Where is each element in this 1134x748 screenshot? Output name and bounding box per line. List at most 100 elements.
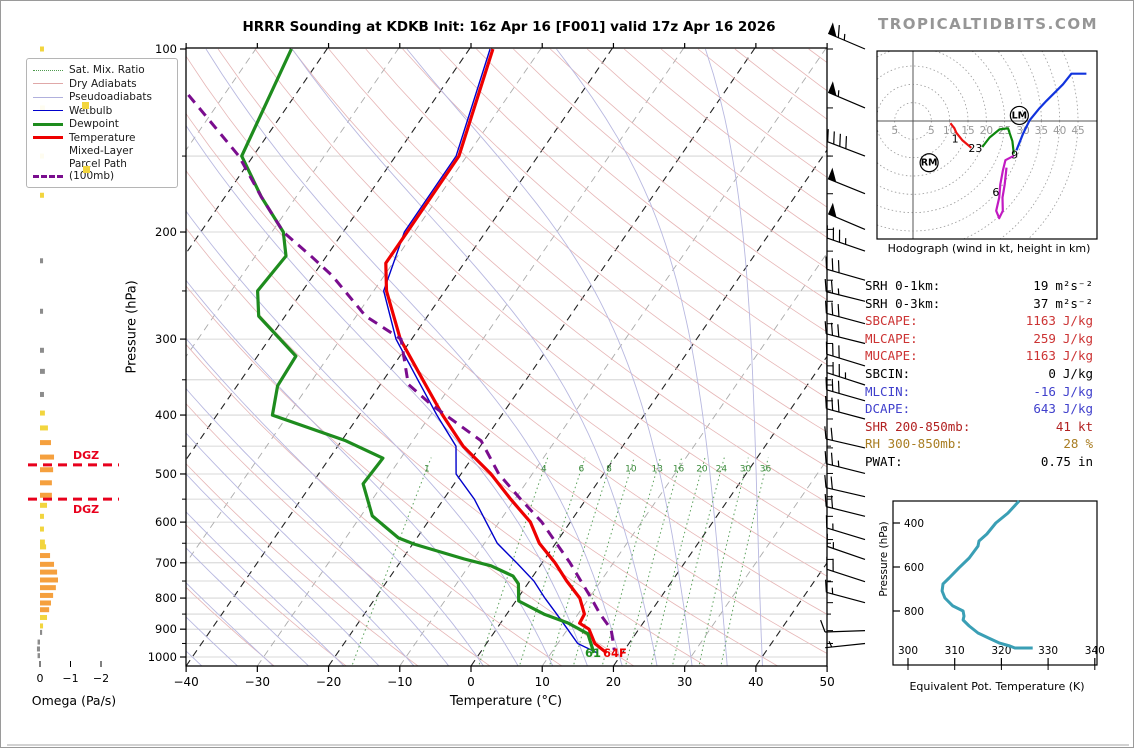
index-value: 1163 (1025, 313, 1056, 329)
omega-bar (40, 192, 44, 198)
index-row: MLCIN: -16 J/kg (865, 383, 1093, 401)
wind-barb-icon (826, 533, 866, 560)
legend-sample-solid-icon (33, 83, 63, 85)
index-unit: J/kg (1062, 365, 1093, 381)
hodograph-trace-blue (1015, 72, 1087, 151)
temperature-tick-label: −10 (387, 675, 412, 689)
thetae-y-axis-title: Pressure (hPa) (878, 521, 890, 597)
hodograph-height-label: 1 (952, 132, 959, 145)
hodograph-trace-red (949, 122, 973, 149)
wind-barb-icon (824, 278, 866, 302)
temperature-tick-label: 30 (677, 675, 692, 689)
legend-label: Mixed-Layer Parcel Path (100mb) (69, 145, 134, 182)
index-value: 0 (1048, 365, 1056, 381)
wind-barb-icon (827, 81, 866, 109)
pressure-tick-label: 400 (155, 408, 177, 422)
hodograph-ring-label: 5 (891, 125, 898, 137)
thetae-temp-tick-label: 320 (991, 645, 1011, 657)
omega-bar (40, 600, 51, 606)
wind-barb-icon (825, 377, 866, 402)
pressure-tick-label: 500 (155, 467, 177, 481)
omega-bar (40, 502, 48, 508)
legend-sample-solid-icon (33, 122, 63, 126)
omega-bar (40, 577, 58, 583)
index-row: PWAT: 0.75 in (865, 453, 1093, 471)
legend-sample-dotted-icon (33, 69, 63, 71)
thetae-axis-title: Equivalent Pot. Temperature (K) (909, 680, 1085, 693)
omega-bar (40, 368, 45, 374)
pressure-tick-label: 300 (155, 332, 177, 346)
temperature-tick-label: 20 (606, 675, 621, 689)
index-unit: J/kg (1062, 330, 1093, 346)
temperature-tick-label: −20 (316, 675, 341, 689)
wind-barb-icon (826, 225, 866, 252)
wind-barb-icon (824, 426, 866, 449)
index-unit: J/kg (1062, 348, 1093, 364)
thetae-temp-tick-label: 310 (945, 645, 965, 657)
omega-bar (40, 629, 43, 635)
mixing-ratio-label: 10 (625, 465, 637, 475)
legend-label: Wetbulb (69, 104, 113, 117)
surface-temp-label: 64F (603, 646, 627, 660)
thetae-curve (940, 499, 1033, 650)
wind-barb-icon (825, 256, 866, 281)
thetae-pressure-tick-label: 600 (904, 562, 924, 574)
skewt-legend: Sat. Mix. Ratio Dry Adiabats Pseudoadiabat… (26, 58, 178, 188)
omega-bar (37, 653, 40, 659)
thetae-pressure-tick-label: 800 (904, 606, 924, 618)
wind-barb-icon (827, 202, 866, 230)
legend-item: Dewpoint (33, 118, 171, 131)
omega-bar (40, 440, 51, 446)
legend-item: Temperature (33, 132, 171, 145)
index-value: 41 (1055, 418, 1071, 434)
temperature-tick-label: 0 (467, 675, 475, 689)
index-value: 0.75 (1040, 453, 1071, 469)
wind-barb-icon (825, 515, 866, 541)
index-row: SHR 200-850mb: 41 kt (865, 418, 1093, 436)
omega-bar (36, 646, 40, 652)
mixing-ratio-label: 24 (716, 465, 728, 475)
omega-bar (40, 607, 50, 613)
pressure-tick-label: 100 (155, 42, 177, 56)
wind-barb-icon (824, 493, 866, 517)
omega-bar (40, 526, 44, 532)
index-label: PWAT: (865, 453, 903, 469)
legend-item: Sat. Mix. Ratio (33, 64, 171, 77)
thetae-temp-tick-label: 300 (898, 645, 918, 657)
index-label: RH 300-850mb: (865, 436, 963, 452)
dewpoint-curve (240, 48, 596, 654)
mixing-ratio-label: 1 (424, 465, 430, 475)
pressure-tick-label: 900 (155, 622, 177, 636)
mixing-ratio-label: 6 (579, 465, 585, 475)
mixing-ratio-label: 4 (541, 465, 547, 475)
mixing-ratio-label: 8 (606, 465, 612, 475)
hodograph-caption: Hodograph (wind in kt, height in km) (887, 242, 1091, 255)
skewt-background: 1 4 6 8 10 13 16 20 24 30 36 (186, 48, 827, 666)
index-label: SRH 0-1km: (865, 278, 941, 293)
omega-axis-title: Omega (Pa/s) (31, 693, 117, 708)
omega-bar-artifact-icon (82, 102, 89, 109)
index-row: MUCAPE: 1163 J/kg (865, 347, 1093, 365)
omega-bar (40, 569, 58, 575)
index-label: SRH 0-3km: (865, 295, 941, 311)
legend-sample-solid-icon (33, 110, 63, 112)
index-unit: m²s⁻² (1055, 295, 1093, 311)
mixing-ratio-label: 30 (740, 465, 752, 475)
mixing-ratio-label: 20 (696, 465, 708, 475)
wetbulb-curve (382, 48, 598, 654)
wind-barb-icon (827, 129, 866, 157)
temperature-curve (384, 48, 608, 655)
index-unit: J/kg (1062, 313, 1093, 329)
legend-sample-solid-icon (33, 136, 63, 140)
dgz-label: DGZ (73, 449, 99, 462)
index-label: MLCAPE: (865, 330, 918, 346)
hodograph-ring-label: 5 (928, 125, 935, 137)
omega-bar (40, 561, 55, 567)
omega-bar (40, 308, 44, 314)
hodograph-ring-label: 45 (1071, 125, 1084, 137)
omega-bar (40, 585, 56, 591)
hodograph-frame (876, 50, 1098, 240)
omega-bar (40, 391, 44, 397)
